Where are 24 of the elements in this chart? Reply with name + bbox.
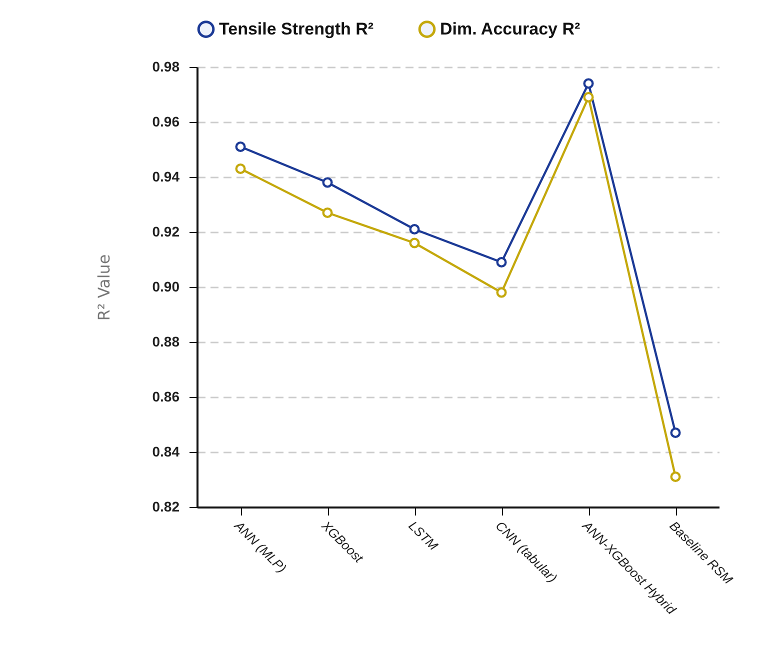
y-tick-label: 0.88 [152,334,180,350]
y-tick-label: 0.96 [152,114,180,130]
point [583,92,594,103]
point [496,256,507,268]
y-tick-label: 0.82 [152,498,180,514]
point [322,177,333,188]
point [670,427,681,438]
y-axis-title: R² Value [94,254,114,321]
y-tick-label: 0.90 [152,278,180,294]
point [670,471,681,482]
point [235,163,246,174]
y-tick-label: 0.86 [152,388,180,404]
y-tick-label: 0.98 [152,58,180,74]
point [322,207,333,218]
y-tick-label: 0.92 [152,224,180,240]
point [235,141,246,152]
y-tick-label: 0.84 [152,444,180,460]
legend-label: Dim. Accuracy R² [440,19,580,38]
point [409,238,420,248]
point [496,287,507,298]
point [583,78,594,89]
point [409,224,420,235]
legend-label: Tensile Strength R² [219,19,374,38]
y-tick-label: 0.94 [152,168,180,184]
